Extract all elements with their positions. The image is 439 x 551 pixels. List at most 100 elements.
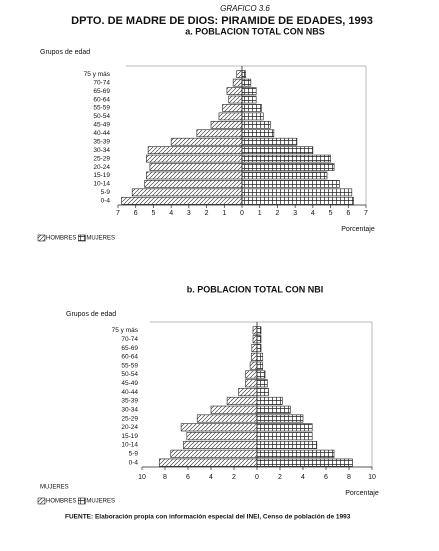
bar <box>256 458 353 467</box>
bar <box>251 344 258 353</box>
x-tick-label: 1 <box>258 210 262 217</box>
bar <box>241 112 264 121</box>
bar <box>196 414 258 423</box>
y-tick-label: 45-49 <box>121 380 138 387</box>
bar <box>210 405 258 414</box>
x-tick-label: 8 <box>163 474 167 481</box>
bar <box>241 121 271 129</box>
y-tick-label: 25-29 <box>93 155 110 162</box>
bar <box>241 196 354 205</box>
x-tick-label: 5 <box>329 210 333 217</box>
bar <box>147 146 243 155</box>
bar <box>256 414 304 423</box>
y-tick-label: 55-59 <box>121 362 138 369</box>
source: FUENTE: Elaboración propia con informaci… <box>65 514 351 521</box>
x-tick-label: 10 <box>138 474 146 481</box>
bar <box>170 449 258 458</box>
legend-swatch <box>37 234 46 242</box>
bar <box>241 154 331 163</box>
bar <box>252 326 258 335</box>
y-tick-label: 70-74 <box>93 79 110 86</box>
bar <box>241 95 257 104</box>
bar <box>241 146 314 155</box>
y-tick-label: 0-4 <box>129 459 139 466</box>
x-tick-label: 5 <box>151 210 155 217</box>
bar <box>180 423 258 432</box>
bar <box>249 361 258 370</box>
x-tick-label: 4 <box>209 474 213 481</box>
bar <box>252 335 258 344</box>
legend-label: MUJERES <box>86 499 115 505</box>
bar <box>245 379 258 388</box>
bar <box>241 137 298 146</box>
bar <box>256 405 291 414</box>
bar <box>158 458 258 467</box>
bar <box>241 70 246 79</box>
x-tick-label: 6 <box>324 474 328 481</box>
annotation: MUJERES <box>40 485 69 491</box>
bar <box>232 78 243 87</box>
bar <box>210 121 243 129</box>
bar <box>241 78 252 87</box>
legend-label: MUJERES <box>86 236 115 242</box>
bar <box>256 379 268 388</box>
x-axis-title: Porcentaje <box>341 226 375 233</box>
y-tick-label: 30-34 <box>121 406 138 413</box>
y-tick-label: 65-69 <box>93 88 110 95</box>
y-tick-label: 50-54 <box>93 113 110 120</box>
y-tick-label: 5-9 <box>129 451 139 458</box>
x-tick-label: 3 <box>187 210 191 217</box>
x-tick-label: 6 <box>134 210 138 217</box>
y-tick-label: 60-64 <box>93 96 110 103</box>
y-tick-label: 15-19 <box>121 433 138 440</box>
y-tick-label: 40-44 <box>93 130 110 137</box>
y-axis-title: Grupos de edad <box>40 49 90 56</box>
bar <box>131 188 243 197</box>
bar <box>256 440 318 449</box>
y-tick-label: 30-34 <box>93 147 110 154</box>
x-axis-title: Porcentaje <box>345 490 379 497</box>
legend-swatch <box>78 497 86 505</box>
y-tick-label: 75 y más <box>112 327 139 334</box>
bar <box>256 326 262 335</box>
bar <box>146 154 243 163</box>
y-axis-title: Grupos de edad <box>66 311 116 318</box>
x-tick-label: 4 <box>311 210 315 217</box>
y-tick-label: 65-69 <box>121 345 138 352</box>
bar <box>245 370 258 379</box>
legend-label: HOMBRES <box>46 236 76 242</box>
x-tick-label: 6 <box>186 474 190 481</box>
x-tick-label: 0 <box>255 474 259 481</box>
bar <box>121 196 243 205</box>
x-tick-label: 4 <box>301 474 305 481</box>
x-tick-label: 7 <box>364 210 368 217</box>
x-tick-label: 7 <box>116 210 120 217</box>
bar <box>256 370 266 379</box>
x-tick-label: 4 <box>169 210 173 217</box>
bar <box>236 70 243 79</box>
bar <box>226 87 243 95</box>
bar <box>196 129 243 138</box>
chart-title: b. POBLACION TOTAL CON NBI <box>187 284 324 294</box>
y-tick-label: 35-39 <box>121 398 138 405</box>
y-tick-label: 40-44 <box>121 389 138 396</box>
bar <box>241 87 257 95</box>
bar <box>146 171 243 180</box>
bar <box>256 432 313 441</box>
y-tick-label: 70-74 <box>121 336 138 343</box>
y-tick-label: 35-39 <box>93 138 110 145</box>
x-tick-label: 2 <box>275 210 279 217</box>
x-tick-label: 2 <box>278 474 282 481</box>
page-title: DPTO. DE MADRE DE DIOS: PIRAMIDE DE EDAD… <box>71 15 373 27</box>
legend-swatch <box>78 234 86 242</box>
y-tick-label: 0-4 <box>101 198 111 205</box>
y-tick-label: 20-24 <box>93 164 110 171</box>
bar <box>241 129 275 138</box>
x-tick-label: 2 <box>232 474 236 481</box>
x-tick-label: 1 <box>222 210 226 217</box>
y-tick-label: 55-59 <box>93 105 110 112</box>
bar <box>256 396 283 405</box>
y-tick-label: 15-19 <box>93 172 110 179</box>
bar <box>241 180 340 188</box>
